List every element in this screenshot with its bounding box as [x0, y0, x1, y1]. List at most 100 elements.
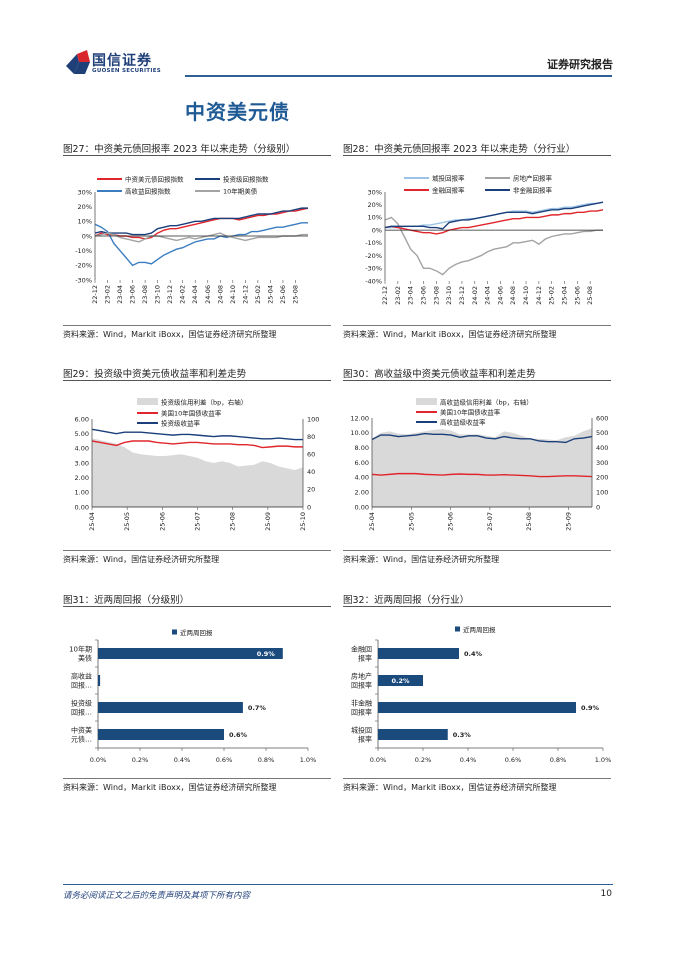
y-tick-label: 2.00 — [75, 474, 89, 482]
report-type: 证券研究报告 — [547, 58, 613, 71]
logo-mark-icon — [66, 50, 90, 74]
x-tick-label: 0.8% — [258, 756, 275, 764]
figure-32-source-rule — [343, 778, 611, 779]
category-label: 10年期 — [69, 645, 92, 654]
legend-label: 高收益级信用利差（bp，右轴） — [440, 398, 533, 407]
series-line-1 — [91, 440, 303, 449]
figure-30-source-rule — [343, 550, 611, 551]
y-tick-label: 30% — [78, 188, 92, 196]
x-tick-label: 0.2% — [132, 756, 149, 764]
y2-tick-label: 500 — [596, 429, 608, 437]
x-tick-label: 0.4% — [460, 756, 477, 764]
x-tick-label: 0.4% — [174, 756, 191, 764]
figure-32-source: 资料来源：Wind，Markit iBoxx，国信证券经济研究所整理 — [343, 783, 557, 792]
x-tick-label: 23-10 — [154, 285, 162, 304]
fig27-chart: 30% 20% 10% 0% -10% -20% -30%22-12 23-02 23-04 23… — [75, 175, 309, 304]
x-tick-label: 24-10 — [522, 286, 530, 305]
legend-label: 房地产回报率 — [513, 174, 553, 183]
legend-label: 非金融回报率 — [513, 186, 553, 195]
legend-label: 投资级收益率 — [161, 419, 201, 428]
figure-29-source: 资料来源：Wind，国信证券经济研究所整理 — [63, 555, 220, 564]
x-tick-label: 23-06 — [129, 285, 137, 304]
figure-27-title: 图27：中资美元债回报率 2023 年以来走势（分级别） — [63, 144, 296, 155]
legend-label: 金融回报率 — [432, 186, 465, 195]
x-tick-label: 1.0% — [300, 756, 317, 764]
y-tick-label: 1.00 — [75, 489, 89, 497]
legend-label: 近两周回报 — [180, 628, 213, 637]
figure-31-source-rule — [63, 778, 331, 779]
bar-value-label: 0.9% — [257, 650, 276, 658]
series-line-3 — [94, 232, 308, 243]
y-tick-label: 10% — [368, 214, 382, 222]
x-tick-label: 25-08 — [229, 512, 237, 531]
category-label: 高收益 — [71, 672, 92, 681]
x-tick-label: 25-06 — [158, 512, 166, 531]
x-tick-label: 23-04 — [116, 285, 124, 304]
x-tick-label: 25-06 — [573, 286, 581, 305]
legend-label: 高收益级收益率 — [440, 418, 486, 427]
x-tick-label: 23-08 — [432, 286, 440, 305]
series-area-0 — [92, 438, 303, 507]
bar-value-label: 0.6% — [229, 731, 248, 739]
bar — [378, 702, 576, 713]
category-label: 回报… — [71, 708, 92, 717]
figure-27-title-rule — [63, 155, 331, 156]
x-tick-label: 23-08 — [141, 285, 149, 304]
series-line-1 — [384, 216, 603, 276]
y2-tick-label: 60 — [307, 451, 315, 459]
bar — [98, 729, 224, 740]
figure-31-source: 资料来源：Wind，Markit iBoxx，国信证券经济研究所整理 — [63, 783, 277, 792]
x-tick-label: 25-08 — [525, 512, 533, 531]
section-title: 中资美元债 — [185, 100, 290, 124]
category-label: 元债… — [71, 735, 92, 744]
category-label: 房地产 — [351, 672, 372, 681]
series-line-2 — [384, 209, 604, 235]
y2-tick-label: 200 — [596, 474, 608, 482]
figure-28-source-rule — [343, 325, 611, 326]
x-tick-label: 25-08 — [291, 285, 299, 304]
legend-label: 投资级信用利差（bp，右轴） — [161, 398, 247, 407]
y-tick-label: 2.00 — [355, 488, 369, 496]
x-tick-label: 24-04 — [484, 286, 492, 305]
legend-label: 美国10年国债收益率 — [161, 409, 222, 418]
legend-label: 投资级回报指数 — [223, 175, 269, 184]
x-tick-label: 0.2% — [415, 756, 432, 764]
x-tick-label: 23-02 — [104, 285, 112, 304]
legend-swatch — [455, 626, 460, 632]
figure-27-source: 资料来源：Wind，Markit iBoxx，国信证券经济研究所整理 — [63, 330, 277, 339]
y-tick-label: 3.00 — [75, 459, 89, 467]
fig31-chart: 近两周回报 0.0% 0.2% 0.4% 0.6% 0.8% 1.0% 10年期美债 0.9% 高… — [69, 628, 316, 764]
y-tick-label: 8.00 — [355, 444, 369, 452]
figure-28-title: 图28：中资美元债回报率 2023 年以来走势（分行业） — [343, 144, 576, 155]
figure-28-source: 资料来源：Wind，Markit iBoxx，国信证券经济研究所整理 — [343, 330, 557, 339]
bar — [98, 648, 283, 659]
x-tick-label: 25-02 — [548, 286, 556, 305]
y-tick-label: 12.00 — [350, 414, 369, 422]
x-tick-label: 24-06 — [496, 286, 504, 305]
figure-29-title-rule — [63, 380, 331, 381]
figure-32-title: 图32：近两周回报（分行业） — [343, 595, 470, 606]
x-tick-label: 25-07 — [486, 512, 494, 531]
y-tick-label: 0% — [82, 232, 92, 240]
y2-tick-label: 100 — [307, 415, 319, 423]
x-tick-label: 25-06 — [279, 285, 287, 304]
series-line-3 — [384, 201, 604, 230]
y-tick-label: 0.00 — [355, 503, 369, 511]
legend-swatch — [137, 398, 158, 405]
y2-tick-label: 600 — [596, 414, 608, 422]
x-tick-label: 0.6% — [216, 756, 233, 764]
bar-value-label: 0.9% — [581, 704, 600, 712]
category-label: 中资美 — [71, 726, 92, 735]
x-tick-label: 23-10 — [445, 286, 453, 305]
bar — [378, 648, 459, 659]
x-tick-label: 24-12 — [241, 285, 249, 304]
figure-27-source-rule — [63, 325, 331, 326]
category-label: 投资级 — [71, 699, 92, 708]
x-tick-label: 23-04 — [407, 286, 415, 305]
figure-31-title-rule — [63, 606, 331, 607]
legend-swatch — [416, 398, 437, 405]
y2-tick-label: 20 — [307, 486, 315, 494]
y-tick-label: -10% — [75, 247, 92, 255]
x-tick-label: 24-10 — [229, 285, 237, 304]
